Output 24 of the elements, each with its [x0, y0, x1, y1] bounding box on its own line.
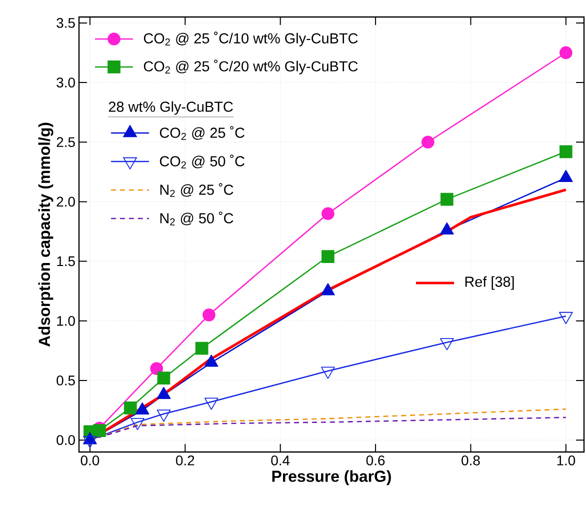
legend-label: N$_{2}$ @ 50 ˚C: [160, 212, 234, 226]
y-tick-label: 3.5: [56, 18, 75, 28]
x-tick-label: 0.4: [271, 455, 290, 466]
y-axis-title: Adsorption capacity (mmol/g): [38, 122, 54, 347]
y-tick-label: 2.5: [56, 137, 75, 148]
x-tick-label: 0.2: [176, 455, 194, 466]
x-tick-label: 1.0: [557, 455, 576, 466]
legend-label: Ref [38]: [465, 276, 514, 290]
x-tick-label: 0.8: [462, 455, 480, 466]
x-tick-label: 0.6: [366, 455, 385, 466]
legend-label: N$_{2}$ @ 25 ˚C: [160, 183, 234, 197]
y-tick-label: 2.0: [56, 196, 75, 207]
legend-label: CO$_{2}$ @ 25 ˚C/10 wt% Gly-CuBTC: [144, 32, 358, 46]
x-tick-label: 0.0: [80, 455, 100, 466]
legend-label: CO$_{2}$ @ 25 ˚C/20 wt% Gly-CuBTC: [144, 60, 358, 74]
y-tick-label: 1.0: [57, 316, 75, 326]
y-tick-label: 0.5: [56, 376, 75, 386]
legend-title: 28 wt% Gly-CuBTC: [108, 101, 233, 115]
legend-label: CO$_{2}$ @ 25 ˚C: [160, 126, 244, 140]
y-tick-label: 3.0: [56, 78, 75, 88]
x-axis-title: Pressure (barG): [272, 470, 391, 486]
y-tick-label: 1.5: [57, 256, 75, 266]
legend-label: CO$_{2}$ @ 50 ˚C: [160, 154, 244, 168]
y-tick-label: 0.0: [56, 435, 75, 446]
